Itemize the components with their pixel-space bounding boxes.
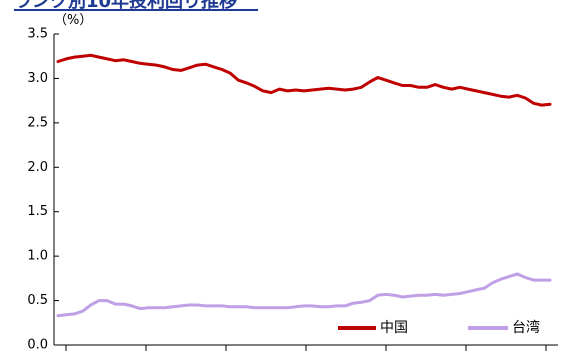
series-line-0 — [56, 53, 552, 107]
y-tick-label: 0.5 — [27, 293, 48, 308]
legend-label-1: 台湾 — [512, 319, 540, 336]
y-axis-unit-label: （%） — [54, 13, 92, 28]
x-axis — [54, 344, 558, 351]
series-layer — [56, 53, 552, 318]
y-axis: 0.0 0.5 1.0 1.5 2.0 2.5 3.0 3.5 — [27, 27, 59, 353]
y-tick-label: 0.0 — [27, 338, 48, 353]
y-tick-label: 2.0 — [27, 160, 48, 175]
y-tick-label: 1.0 — [27, 249, 48, 264]
series-line-1 — [56, 272, 552, 318]
legend: 中国 台湾 — [338, 319, 540, 336]
y-tick-label: 3.5 — [27, 27, 48, 42]
y-tick-label: 1.5 — [27, 204, 48, 219]
y-tick-label: 3.0 — [27, 71, 48, 86]
legend-label-0: 中国 — [380, 320, 408, 336]
y-tick-label: 2.5 — [27, 115, 48, 130]
